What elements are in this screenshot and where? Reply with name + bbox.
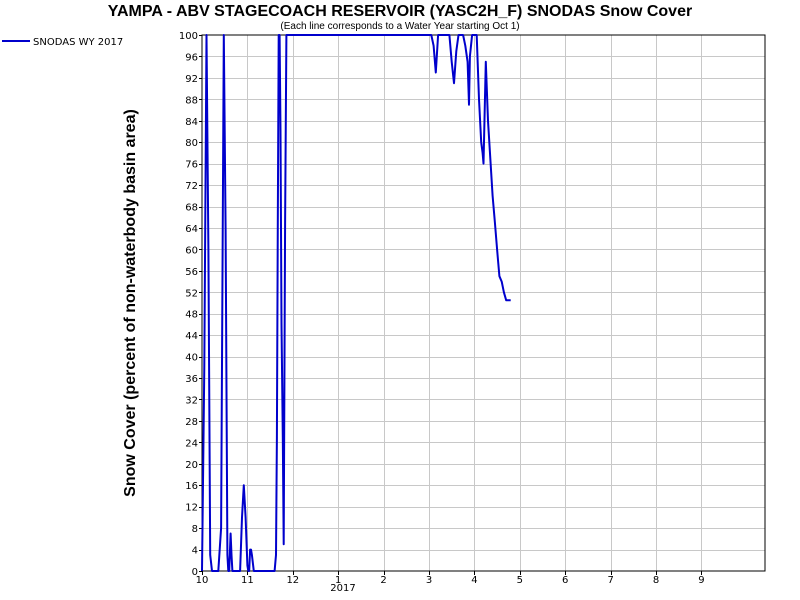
y-tick-label: 0	[192, 567, 198, 578]
y-tick-label: 84	[185, 117, 198, 128]
y-tick-label: 4	[192, 546, 198, 557]
y-tick-label: 24	[185, 438, 198, 449]
year-label: 2017	[330, 583, 355, 594]
legend: SNODAS WY 2017	[2, 37, 123, 48]
x-tick-label: 9	[698, 575, 704, 586]
x-tick-label: 1	[335, 575, 341, 586]
y-tick-label: 32	[185, 395, 198, 406]
y-axis-label: Snow Cover (percent of non-waterbody bas…	[122, 109, 139, 497]
y-tick-label: 44	[185, 331, 198, 342]
y-axis-ticks: 0481216202428323640444852566064687276808…	[179, 31, 202, 578]
y-tick-label: 20	[185, 460, 198, 471]
x-axis-ticks: 10 11 12 1 2 3 4 5 6 7 8 9	[196, 571, 705, 586]
x-tick-label: 12	[286, 575, 299, 586]
y-tick-label: 60	[185, 245, 198, 256]
y-tick-label: 100	[179, 31, 198, 42]
y-tick-label: 64	[185, 224, 198, 235]
y-tick-label: 16	[185, 481, 198, 492]
y-tick-label: 72	[185, 181, 198, 192]
y-tick-label: 68	[185, 203, 198, 214]
chart-subtitle: (Each line corresponds to a Water Year s…	[280, 21, 519, 32]
y-tick-label: 80	[185, 138, 198, 149]
plot-frame	[201, 34, 766, 572]
y-tick-label: 12	[185, 503, 198, 514]
y-tick-label: 52	[185, 288, 198, 299]
series-line-wy2017	[201, 34, 511, 572]
y-tick-label: 48	[185, 310, 198, 321]
x-tick-label: 7	[607, 575, 613, 586]
legend-label-wy2017: SNODAS WY 2017	[33, 37, 123, 48]
x-tick-label: 5	[517, 575, 523, 586]
y-tick-label: 92	[185, 74, 198, 85]
y-tick-label: 8	[192, 524, 198, 535]
y-tick-label: 96	[185, 52, 198, 63]
grid-lines	[202, 35, 765, 571]
x-tick-label: 4	[471, 575, 477, 586]
x-tick-label: 11	[241, 575, 254, 586]
y-tick-label: 36	[185, 374, 198, 385]
x-tick-label: 2	[380, 575, 386, 586]
y-tick-label: 40	[185, 353, 198, 364]
y-tick-label: 56	[185, 267, 198, 278]
series-layer	[201, 34, 511, 572]
chart-title: YAMPA - ABV STAGECOACH RESERVOIR (YASC2H…	[108, 3, 692, 20]
x-tick-label: 8	[653, 575, 659, 586]
x-tick-label: 6	[562, 575, 568, 586]
y-tick-label: 88	[185, 95, 198, 106]
x-tick-label: 3	[426, 575, 432, 586]
y-tick-label: 28	[185, 417, 198, 428]
x-tick-label: 10	[196, 575, 209, 586]
y-tick-label: 76	[185, 160, 198, 171]
